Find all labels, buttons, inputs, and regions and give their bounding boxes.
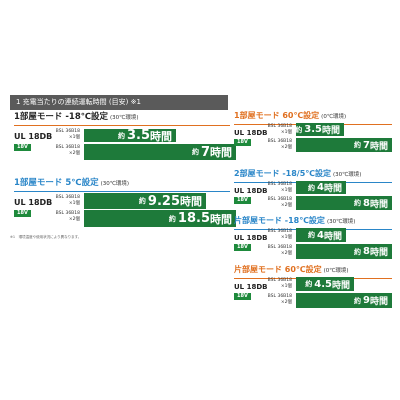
battery-label: BSL 36B18 ×2個 <box>267 245 292 256</box>
model-name: UL 18DB <box>234 283 268 291</box>
battery-label: BSL 36B18 ×2個 <box>267 139 292 150</box>
runtime-bar-1-battery: 約 4 時間 <box>296 181 346 194</box>
section-title: 2部屋モード -18/5℃設定 (30℃環境) <box>234 169 362 178</box>
section-rule <box>14 191 230 192</box>
runtime-bar-1-battery: 約 3.5 時間 <box>295 123 344 136</box>
section-rule <box>14 125 230 126</box>
voltage-badge: 18V <box>14 210 31 217</box>
section-heat-1room: 1部屋モード 60℃設定 (0℃環境) UL 18DB 18V BSL 36B18… <box>234 110 392 152</box>
voltage-badge: 18V <box>234 244 251 251</box>
runtime-bar-2-battery: 約 7 時間 <box>84 144 236 160</box>
runtime-bar-2-battery: 約 7 時間 <box>296 138 392 152</box>
section-half-heat: 片部屋モード 60℃設定 (0℃環境) UL 18DB 18V BSL 36B18… <box>234 264 392 308</box>
battery-label: BSL 36B18 ×1個 <box>55 129 80 140</box>
model-name: UL 18DB <box>234 234 268 242</box>
battery-label: BSL 36B18 ×2個 <box>55 211 80 222</box>
voltage-badge: 18V <box>234 293 251 300</box>
battery-label: BSL 36B18 ×1個 <box>267 182 292 193</box>
runtime-bar-2-battery: 約 8 時間 <box>296 244 392 259</box>
voltage-badge: 18V <box>14 144 31 151</box>
model-name: UL 18DB <box>234 129 268 137</box>
model-name: UL 18DB <box>14 198 53 207</box>
battery-label: BSL 36B18 ×2個 <box>55 145 80 156</box>
runtime-bar-2-battery: 約 18.5 時間 <box>84 210 236 227</box>
section-title: 1部屋モード -18℃設定 (30℃環境) <box>14 112 139 122</box>
runtime-bar-1-battery: 約 4.5 時間 <box>296 277 354 291</box>
battery-label: BSL 36B18 ×1個 <box>55 195 80 206</box>
section-half-freeze: 片部屋モード -18℃設定 (30℃環境) UL 18DB 18V BSL 36B… <box>234 215 392 259</box>
runtime-bar-2-battery: 約 9 時間 <box>296 293 392 308</box>
battery-label: BSL 36B18 ×1個 <box>267 278 292 289</box>
section-title: 1部屋モード 60℃設定 (0℃環境) <box>234 111 347 120</box>
runtime-bar-1-battery: 約 3.5 時間 <box>84 128 176 143</box>
battery-label: BSL 36B18 ×1個 <box>267 124 292 135</box>
model-name: UL 18DB <box>234 187 268 195</box>
voltage-badge: 18V <box>234 139 251 146</box>
footnote: ※1 環境温度や使用状況により異なります。 <box>10 235 82 239</box>
voltage-badge: 18V <box>234 197 251 204</box>
section-title: 片部屋モード 60℃設定 (0℃環境) <box>234 265 349 274</box>
section-2room: 2部屋モード -18/5℃設定 (30℃環境) UL 18DB 18V BSL 3… <box>234 168 392 210</box>
runtime-bar-1-battery: 約 9.25 時間 <box>84 193 206 209</box>
battery-label: BSL 36B18 ×2個 <box>267 294 292 305</box>
battery-label: BSL 36B18 ×2個 <box>267 197 292 208</box>
section-title: 片部屋モード -18℃設定 (30℃環境) <box>234 216 356 225</box>
section-title: 1部屋モード 5℃設定 (30℃環境) <box>14 178 130 188</box>
runtime-bar-1-battery: 約 4 時間 <box>296 228 346 242</box>
runtime-header: 1 充電当たりの連続運転時間 (目安) ※1 <box>10 95 228 110</box>
model-name: UL 18DB <box>14 132 53 141</box>
section-freeze-1room: 1部屋モード -18℃設定 (30℃環境) UL 18DB 18V BSL 36B… <box>14 112 236 160</box>
runtime-bar-2-battery: 約 8 時間 <box>296 196 392 210</box>
section-cool-1room: 1部屋モード 5℃設定 (30℃環境) UL 18DB 18V BSL 36B18… <box>14 178 236 227</box>
battery-label: BSL 36B18 ×1個 <box>267 229 292 240</box>
